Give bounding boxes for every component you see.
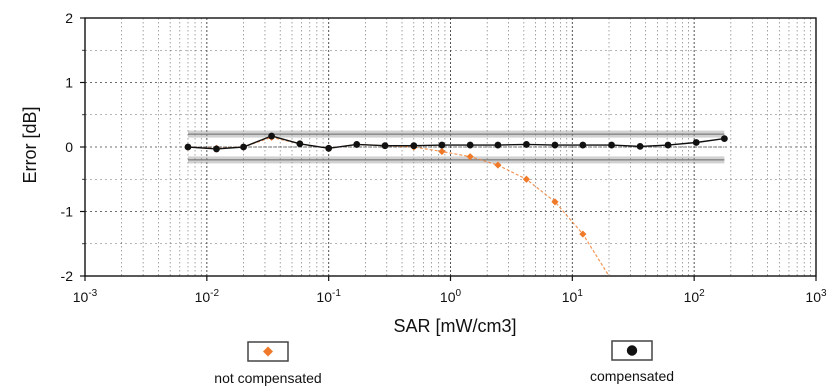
x-tick-label: 10-1 [316, 288, 341, 305]
point-compensated [494, 141, 502, 149]
point-compensated [438, 141, 446, 149]
point-not-compensated [466, 153, 474, 161]
point-compensated [466, 141, 474, 149]
y-tick-label: 1 [65, 75, 73, 91]
x-tick-label: 102 [684, 288, 706, 305]
point-compensated [692, 139, 700, 146]
x-tick-label: 10-3 [73, 288, 98, 305]
point-compensated [720, 135, 728, 143]
point-compensated [636, 142, 644, 150]
point-compensated [268, 132, 275, 140]
x-tick-label: 100 [440, 288, 462, 305]
legend-item-compensated: compensated [590, 340, 674, 384]
point-compensated [213, 145, 220, 153]
x-tick-label: 103 [805, 288, 827, 305]
point-compensated [353, 141, 361, 148]
legend-item-not-compensated: not compensated [214, 341, 322, 386]
point-compensated [410, 142, 418, 150]
point-compensated [551, 141, 559, 149]
point-not-compensated [551, 198, 559, 206]
legend: not compensated compensated [214, 340, 674, 386]
point-not-compensated [438, 147, 446, 156]
point-compensated [608, 141, 615, 149]
point-not-compensated [494, 161, 502, 169]
axes: 10-3 10-2 10-1 100 101 102 103 -2 -1 0 1 2 [61, 10, 827, 305]
point-compensated [381, 142, 389, 150]
y-tick-label: 2 [65, 10, 73, 26]
point-compensated [296, 140, 304, 148]
y-tick-label: -1 [61, 204, 74, 220]
y-tick-label: 0 [65, 139, 73, 155]
y-axis-title: Error [dB] [20, 106, 40, 183]
point-compensated [523, 141, 530, 148]
point-compensated [325, 144, 333, 152]
x-axis-title: SAR [mW/cm3] [393, 316, 516, 336]
point-compensated [184, 143, 192, 151]
x-tick-label: 10-2 [195, 288, 220, 305]
legend-label-not-compensated: not compensated [214, 370, 321, 386]
y-tick-label: -2 [61, 268, 74, 284]
legend-label-compensated: compensated [590, 368, 674, 384]
tolerance-band [187, 130, 725, 164]
point-compensated [579, 141, 587, 149]
legend-marker-compensated [626, 345, 638, 356]
series [184, 132, 728, 277]
series-line-compensated [187, 135, 725, 150]
point-compensated [664, 141, 672, 149]
point-not-compensated [579, 230, 587, 238]
point-not-compensated [522, 175, 531, 183]
point-compensated [240, 143, 247, 151]
legend-marker-not-compensated [263, 346, 273, 357]
x-tick-label: 101 [562, 288, 584, 305]
